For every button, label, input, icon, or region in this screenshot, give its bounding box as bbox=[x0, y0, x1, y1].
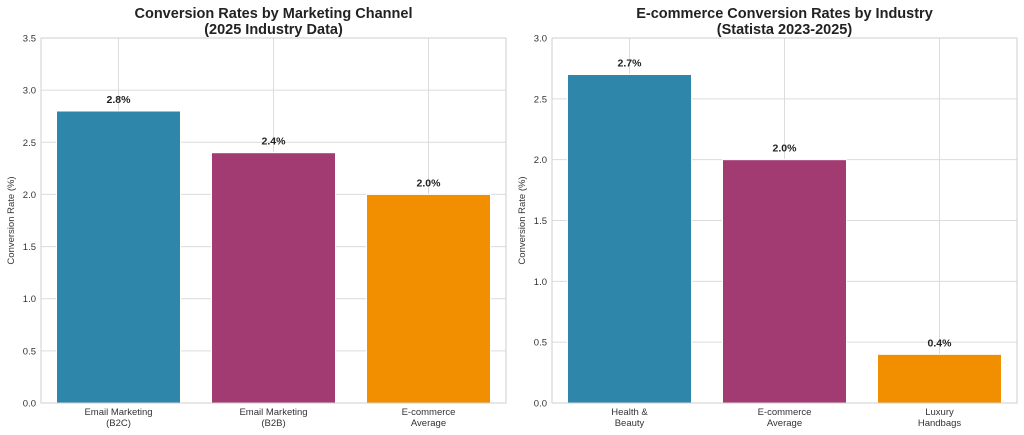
y-tick-label: 1.0 bbox=[534, 277, 547, 288]
bar-data-label: 2.0% bbox=[417, 177, 442, 189]
bar-data-label: 2.7% bbox=[618, 58, 643, 70]
x-tick-label: Luxury bbox=[925, 407, 954, 418]
y-tick-label: 3.0 bbox=[23, 86, 36, 97]
x-tick-label: (B2B) bbox=[261, 418, 285, 429]
y-tick-label: 3.5 bbox=[23, 34, 36, 45]
bar-data-label: 2.8% bbox=[107, 94, 132, 106]
plot-frame bbox=[40, 37, 507, 404]
x-tick-label: Health & bbox=[611, 407, 648, 418]
chart-svg: Conversion Rates by Marketing Channel(20… bbox=[6, 6, 507, 429]
y-tick-label: 2.5 bbox=[534, 94, 547, 105]
chart-svg: E-commerce Conversion Rates by Industry(… bbox=[517, 6, 1018, 429]
x-tick-label: Beauty bbox=[615, 418, 645, 429]
y-tick-label: 1.5 bbox=[23, 242, 36, 253]
y-tick-label: 2.0 bbox=[534, 155, 547, 166]
y-tick-label: 2.5 bbox=[23, 138, 36, 149]
chart-title: Conversion Rates by Marketing Channel bbox=[135, 6, 413, 22]
x-tick-label: Email Marketing bbox=[239, 407, 307, 418]
bar bbox=[366, 193, 491, 404]
chart-conversion-by-channel: Conversion Rates by Marketing Channel (20… bbox=[6, 6, 507, 429]
chart-conversion-by-industry: E-commerce Conversion Rates by Industry(… bbox=[512, 0, 1024, 435]
x-tick-label: (B2C) bbox=[106, 418, 131, 429]
bar bbox=[877, 353, 1002, 404]
y-tick-label: 0.0 bbox=[534, 399, 547, 410]
x-tick-label: Handbags bbox=[918, 418, 962, 429]
y-tick-label: 0.5 bbox=[534, 338, 547, 349]
x-tick-label: E-commerce bbox=[758, 407, 812, 418]
y-tick-label: 3.0 bbox=[534, 34, 547, 45]
plot-frame bbox=[551, 37, 1018, 404]
bar bbox=[722, 159, 847, 404]
bar bbox=[56, 110, 181, 404]
chart-title: E-commerce Conversion Rates by Industry bbox=[636, 6, 933, 22]
bar-data-label: 2.4% bbox=[262, 136, 287, 148]
y-tick-label: 0.5 bbox=[23, 346, 36, 357]
y-axis-label: Conversion Rate (%) bbox=[517, 176, 528, 264]
bar bbox=[567, 74, 692, 404]
x-tick-label: Email Marketing bbox=[84, 407, 152, 418]
bar-data-label: 0.4% bbox=[928, 337, 953, 349]
bar bbox=[211, 152, 336, 404]
y-axis-label: Conversion Rate (%) bbox=[6, 176, 17, 264]
chart-subtitle: (2025 Industry Data) bbox=[204, 22, 343, 38]
bar-data-label: 2.0% bbox=[773, 143, 798, 155]
x-tick-label: Average bbox=[767, 418, 802, 429]
y-tick-label: 2.0 bbox=[23, 190, 36, 201]
x-tick-label: Average bbox=[411, 418, 446, 429]
y-tick-label: 1.5 bbox=[534, 216, 547, 227]
y-tick-label: 0.0 bbox=[23, 399, 36, 410]
y-tick-label: 1.0 bbox=[23, 294, 36, 305]
chart-subtitle: (Statista 2023-2025) bbox=[717, 22, 853, 38]
x-tick-label: E-commerce bbox=[402, 407, 456, 418]
